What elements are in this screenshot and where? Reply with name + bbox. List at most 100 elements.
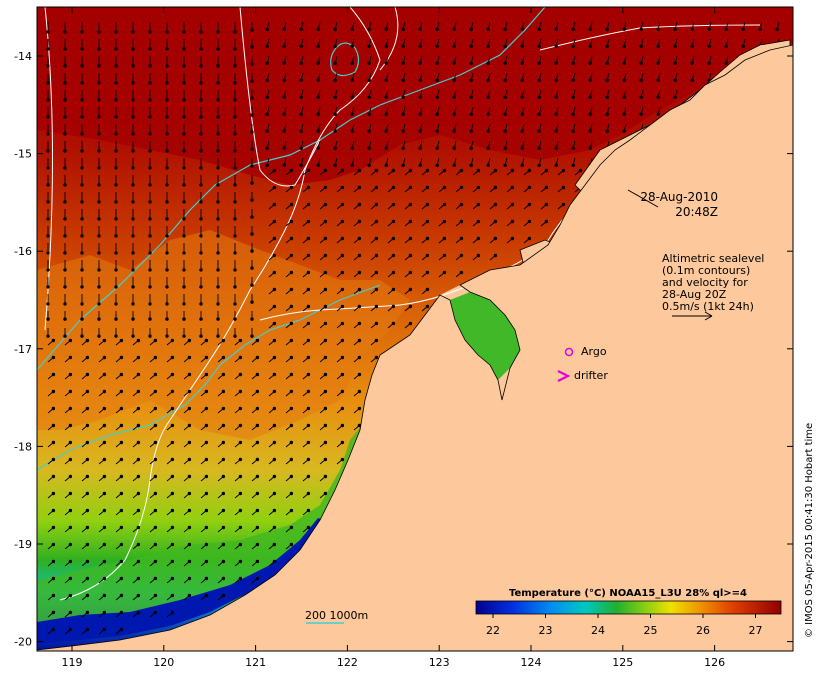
velocity-arrow-head xyxy=(306,491,311,496)
velocity-arrow-head xyxy=(323,457,328,462)
velocity-arrow-head xyxy=(238,457,243,462)
velocity-arrow-head xyxy=(775,27,779,31)
velocity-arrow-head xyxy=(165,30,169,34)
velocity-arrow-head xyxy=(323,372,328,377)
velocity-arrow-head xyxy=(131,47,135,51)
velocity-arrow-head xyxy=(102,525,107,530)
velocity-arrow-head xyxy=(136,559,141,564)
velocity-arrow-head xyxy=(401,78,405,82)
velocity-arrow-head xyxy=(265,146,269,150)
velocity-arrow-head xyxy=(97,251,101,255)
velocity-arrow-head xyxy=(114,98,118,102)
velocity-arrow-head xyxy=(182,47,186,51)
velocity-arrow-head xyxy=(204,491,209,496)
velocity-arrow-head xyxy=(148,251,152,255)
velocity-arrow-head xyxy=(97,302,101,306)
velocity-arrow-head xyxy=(216,132,220,136)
velocity-arrow-head xyxy=(68,457,73,462)
velocity-arrow-head xyxy=(282,129,286,133)
velocity-arrow-head xyxy=(350,61,354,65)
lat-tick-label: -19 xyxy=(14,538,32,551)
velocity-arrow-head xyxy=(233,234,237,238)
velocity-arrow-head xyxy=(289,491,294,496)
velocity-arrow-head xyxy=(323,321,328,326)
velocity-arrow-head xyxy=(350,78,354,82)
velocity-arrow-head xyxy=(306,253,311,258)
velocity-arrow-head xyxy=(153,525,158,530)
velocity-arrow-head xyxy=(102,338,107,343)
velocity-arrow-head xyxy=(306,338,311,343)
velocity-arrow-head xyxy=(340,440,345,445)
velocity-arrow-head xyxy=(401,129,405,133)
velocity-arrow-head xyxy=(85,559,90,564)
velocity-arrow-head xyxy=(418,112,422,116)
velocity-arrow-head xyxy=(571,112,575,116)
velocity-arrow-head xyxy=(114,64,118,68)
velocity-arrow-head xyxy=(316,27,320,31)
velocity-arrow-head xyxy=(250,317,254,321)
velocity-arrow-head xyxy=(153,491,158,496)
velocity-arrow-head xyxy=(306,168,311,173)
velocity-arrow-head xyxy=(102,474,107,479)
velocity-arrow-head xyxy=(452,44,456,48)
velocity-arrow-head xyxy=(639,95,643,99)
velocity-arrow-head xyxy=(272,440,277,445)
velocity-arrow-head xyxy=(374,219,379,224)
velocity-arrow-head xyxy=(323,253,328,258)
velocity-arrow-head xyxy=(306,321,311,326)
velocity-arrow-head xyxy=(391,185,396,190)
velocity-arrow-head xyxy=(187,576,192,581)
velocity-arrow-head xyxy=(250,232,254,236)
velocity-arrow-head xyxy=(238,423,243,428)
velocity-arrow-head xyxy=(265,27,269,31)
lon-tick-label: 122 xyxy=(337,656,358,669)
velocity-arrow-head xyxy=(233,217,237,221)
velocity-arrow-head xyxy=(418,129,422,133)
velocity-arrow-head xyxy=(357,389,362,394)
velocity-arrow-head xyxy=(97,317,101,321)
velocity-arrow-head xyxy=(204,338,209,343)
velocity-arrow-head xyxy=(97,217,101,221)
velocity-arrow-head xyxy=(588,27,592,31)
velocity-arrow-head xyxy=(316,146,320,150)
velocity-arrow-head xyxy=(119,508,124,513)
velocity-arrow-head xyxy=(282,95,286,99)
velocity-arrow-head xyxy=(272,525,277,530)
velocity-arrow-head xyxy=(97,200,101,204)
velocity-arrow-head xyxy=(520,27,524,31)
velocity-arrow-head xyxy=(165,132,169,136)
velocity-arrow-head xyxy=(233,285,237,289)
velocity-arrow-head xyxy=(306,202,311,207)
velocity-arrow-head xyxy=(486,95,490,99)
velocity-arrow-head xyxy=(136,423,141,428)
velocity-arrow-head xyxy=(97,234,101,238)
velocity-arrow-head xyxy=(85,542,90,547)
velocity-arrow-head xyxy=(51,389,56,394)
velocity-arrow-head xyxy=(46,132,50,136)
velocity-arrow-head xyxy=(153,406,158,411)
velocity-arrow-head xyxy=(588,146,592,150)
velocity-arrow-head xyxy=(333,78,337,82)
velocity-arrow-head xyxy=(204,372,209,377)
velocity-arrow-head xyxy=(250,113,254,117)
velocity-arrow-head xyxy=(119,423,124,428)
velocity-arrow-head xyxy=(204,440,209,445)
svg-text:28-Aug 20Z: 28-Aug 20Z xyxy=(662,288,727,301)
velocity-arrow-head xyxy=(199,30,203,34)
velocity-arrow-head xyxy=(357,406,362,411)
velocity-arrow-head xyxy=(323,474,328,479)
velocity-arrow-head xyxy=(384,163,388,167)
velocity-arrow-head xyxy=(306,185,311,190)
velocity-arrow-head xyxy=(216,251,220,255)
velocity-arrow-head xyxy=(306,457,311,462)
velocity-arrow-head xyxy=(114,200,118,204)
velocity-arrow-head xyxy=(401,112,405,116)
velocity-arrow-head xyxy=(255,474,260,479)
velocity-arrow-head xyxy=(333,27,337,31)
velocity-arrow-head xyxy=(350,146,354,150)
velocity-arrow-head xyxy=(170,576,175,581)
velocity-arrow-head xyxy=(316,129,320,133)
velocity-arrow-head xyxy=(323,491,328,496)
lon-tick-label: 126 xyxy=(704,656,725,669)
velocity-arrow-head xyxy=(131,200,135,204)
